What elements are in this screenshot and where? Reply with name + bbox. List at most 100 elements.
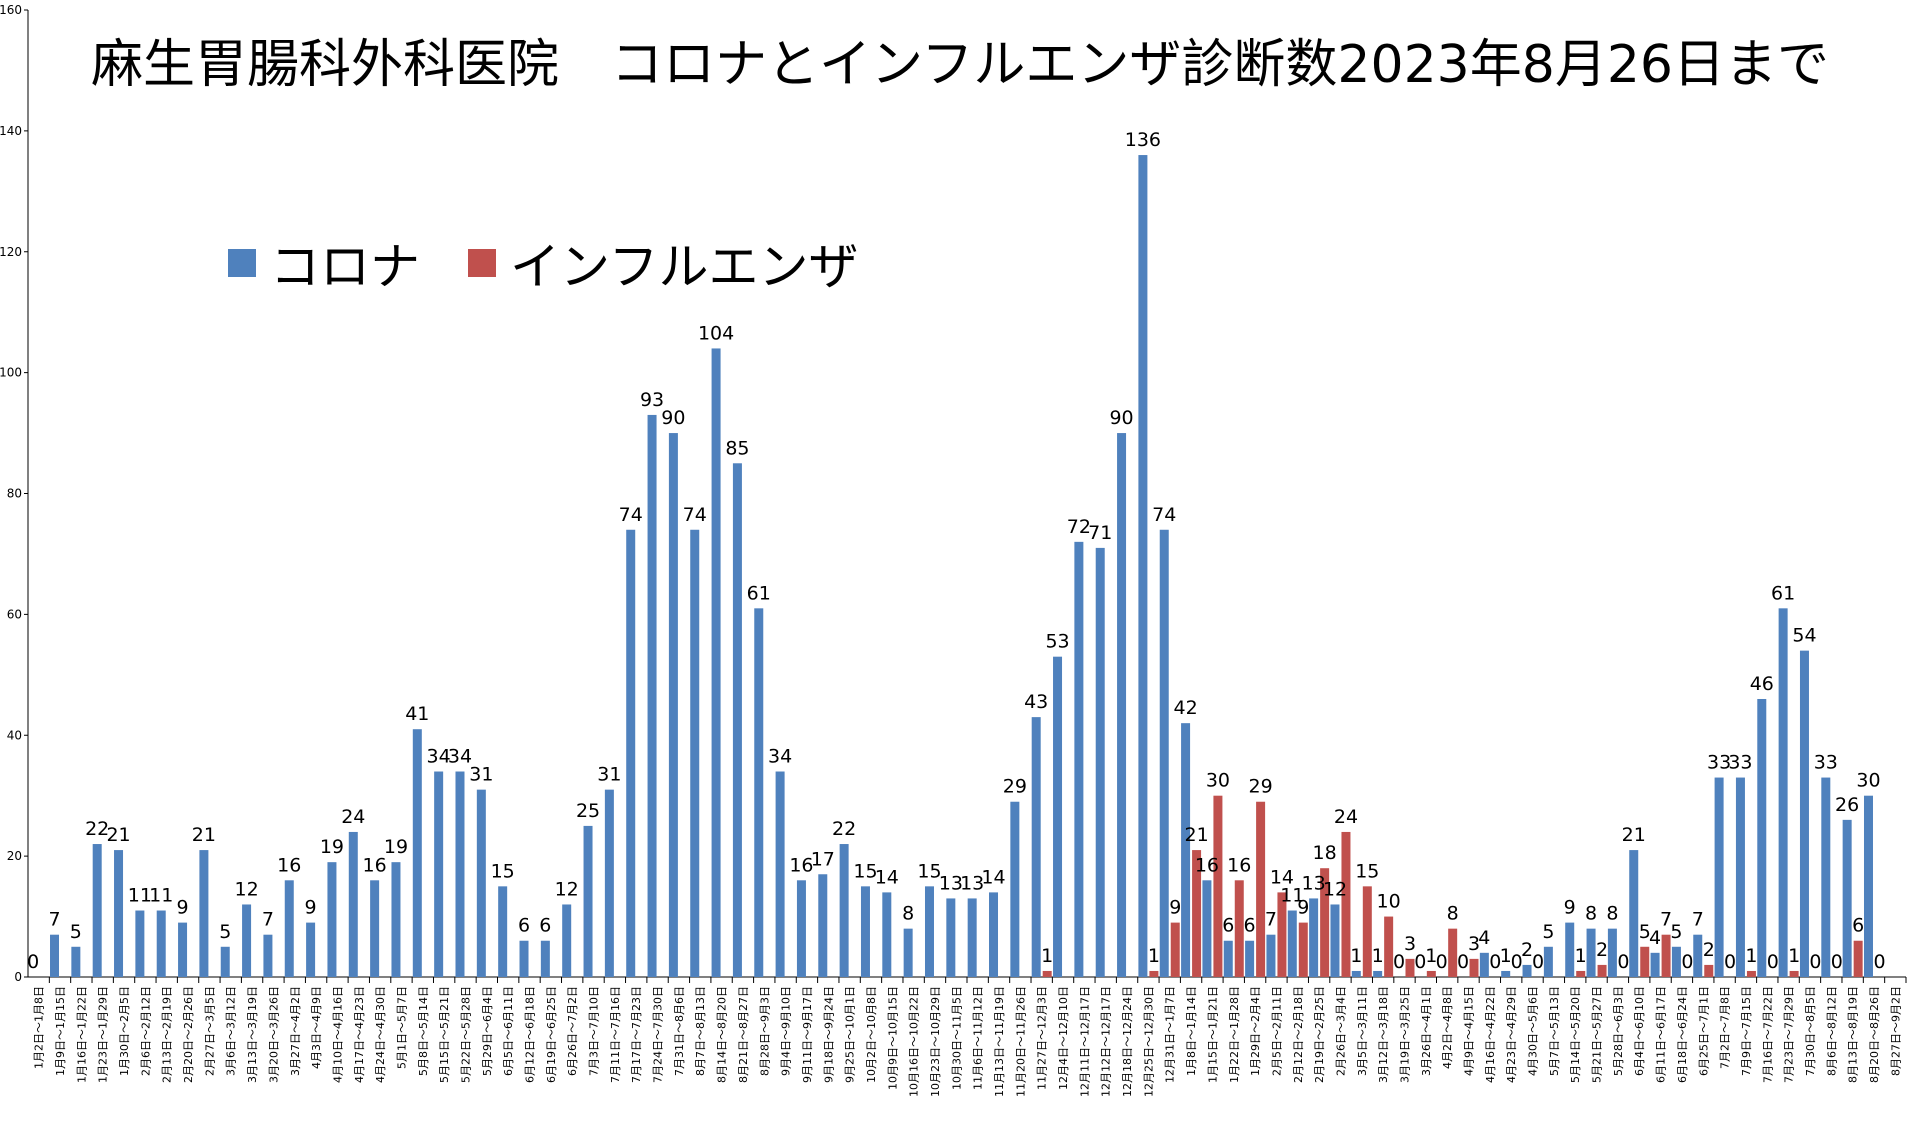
- bar-corona: [604, 789, 614, 977]
- x-tick-label: 1月30日～2月5日: [118, 986, 131, 1076]
- data-label-influenza: 0: [1724, 951, 1736, 973]
- bar-corona: [327, 862, 337, 977]
- x-tick-label: 7月30日～8月5日: [1804, 986, 1817, 1076]
- bar-corona: [924, 886, 934, 977]
- bar-corona: [1671, 946, 1681, 977]
- x-tick-label: 12月31日～1月7日: [1164, 986, 1177, 1083]
- x-tick-label: 4月3日～4月9日: [310, 986, 323, 1069]
- x-tick-label: 2月27日～3月5日: [203, 986, 216, 1076]
- data-label-influenza: 3: [1404, 933, 1416, 955]
- data-label-influenza: 24: [1334, 806, 1358, 828]
- x-tick-label: 1月29日～2月4日: [1249, 986, 1262, 1076]
- data-label-corona: 9: [177, 897, 189, 919]
- data-label-corona: 6: [1244, 915, 1256, 937]
- data-label-influenza: 0: [1681, 951, 1693, 973]
- bar-corona: [1650, 952, 1660, 977]
- data-label-corona: 7: [262, 909, 274, 931]
- bar-corona: [370, 880, 380, 977]
- legend-item-corona: コロナ: [228, 227, 420, 299]
- data-label-corona: 17: [811, 848, 835, 870]
- data-label-corona: 93: [640, 389, 664, 411]
- legend-swatch-corona: [228, 249, 256, 277]
- data-label-corona: 14: [875, 866, 899, 888]
- x-tick-label: 8月14日～8月20日: [716, 986, 729, 1083]
- bar-corona: [1757, 698, 1767, 977]
- x-tick-label: 11月20日～11月26日: [1014, 986, 1027, 1097]
- x-tick-label: 4月16日～4月22日: [1484, 986, 1497, 1083]
- y-tick-label: 120: [0, 245, 22, 259]
- bar-influenza: [1341, 831, 1351, 977]
- bar-corona: [1031, 717, 1041, 977]
- x-tick-label: 12月25日～12月30日: [1142, 986, 1155, 1097]
- bar-influenza: [1042, 970, 1052, 977]
- bar-corona: [1245, 940, 1255, 977]
- data-label-corona: 53: [1045, 631, 1069, 653]
- x-tick-label: 8月28日～9月3日: [758, 986, 771, 1076]
- x-tick-label: 10月23日～10月29日: [929, 986, 942, 1097]
- x-tick-label: 6月11日～6月17日: [1655, 986, 1668, 1083]
- data-label-influenza: 1: [1041, 945, 1053, 967]
- x-tick-label: 6月26日～7月2日: [566, 986, 579, 1076]
- data-label-corona: 0: [1436, 951, 1448, 973]
- x-tick-label: 7月11日～7月16日: [609, 986, 622, 1083]
- bar-corona: [434, 771, 444, 977]
- data-label-corona: 7: [1265, 909, 1277, 931]
- x-tick-label: 10月16日～10月22日: [908, 986, 921, 1097]
- bar-corona: [263, 934, 273, 977]
- x-tick-label: 1月8日～1月14日: [1185, 986, 1198, 1076]
- bar-influenza: [1320, 868, 1330, 977]
- x-tick-label: 1月2日～1月8日: [33, 986, 46, 1069]
- x-tick-label: 3月5日～3月11日: [1356, 986, 1369, 1076]
- data-label-corona: 22: [85, 818, 109, 840]
- data-label-corona: 19: [384, 836, 408, 858]
- x-tick-label: 3月6日～3月12日: [225, 986, 238, 1076]
- data-label-influenza: 9: [1169, 897, 1181, 919]
- bar-corona: [50, 934, 60, 977]
- x-tick-label: 5月22日～5月28日: [459, 986, 472, 1083]
- bar-corona: [1863, 795, 1873, 977]
- data-label-corona: 12: [234, 878, 258, 900]
- bar-corona: [1821, 777, 1831, 977]
- bar-corona: [242, 904, 252, 977]
- data-label-influenza: 8: [1447, 903, 1459, 925]
- bar-corona: [882, 892, 892, 977]
- data-label-corona: 7: [1692, 909, 1704, 931]
- data-label-influenza: 1: [1575, 945, 1587, 967]
- y-tick-label: 160: [0, 3, 22, 17]
- data-label-influenza: 15: [1355, 860, 1379, 882]
- data-label-corona: 16: [789, 854, 813, 876]
- bar-corona: [818, 874, 828, 977]
- data-label-corona: 0: [1393, 951, 1405, 973]
- x-tick-label: 1月16日～1月22日: [75, 986, 88, 1083]
- bar-influenza: [1234, 880, 1244, 977]
- x-tick-label: 8月21日～8月27日: [737, 986, 750, 1083]
- x-tick-label: 5月1日～5月7日: [395, 986, 408, 1069]
- x-tick-label: 8月20日～8月26日: [1868, 986, 1881, 1083]
- data-label-influenza: 5: [1639, 921, 1651, 943]
- y-tick-label: 0: [14, 970, 22, 984]
- data-label-corona: 136: [1125, 129, 1161, 151]
- bar-corona: [519, 940, 529, 977]
- data-label-corona: 34: [768, 746, 792, 768]
- x-tick-label: 8月6日～8月12日: [1825, 986, 1838, 1076]
- bar-corona: [1373, 970, 1383, 977]
- data-label-corona: 12: [1323, 878, 1347, 900]
- data-label-corona: 21: [106, 824, 130, 846]
- x-tick-label: 10月9日～10月15日: [886, 986, 899, 1090]
- x-tick-label: 2月20日～2月26日: [182, 986, 195, 1083]
- data-label-influenza: 7: [1660, 909, 1672, 931]
- x-tick-label: 4月9日～4月15日: [1463, 986, 1476, 1076]
- x-tick-label: 12月12日～12月17日: [1100, 986, 1113, 1097]
- data-label-corona: 15: [853, 860, 877, 882]
- data-label-influenza: 9: [1297, 897, 1309, 919]
- data-label-corona: 5: [219, 921, 231, 943]
- data-label-corona: 29: [1003, 776, 1027, 798]
- bar-influenza: [1277, 892, 1287, 977]
- x-tick-label: 4月2日～4月8日: [1441, 986, 1454, 1069]
- bar-influenza: [1192, 850, 1202, 977]
- x-tick-label: 6月19日～6月25日: [545, 986, 558, 1083]
- data-label-influenza: 3: [1468, 933, 1480, 955]
- data-label-corona: 14: [981, 866, 1005, 888]
- data-label-influenza: 30: [1206, 770, 1230, 792]
- bar-influenza: [1853, 940, 1863, 977]
